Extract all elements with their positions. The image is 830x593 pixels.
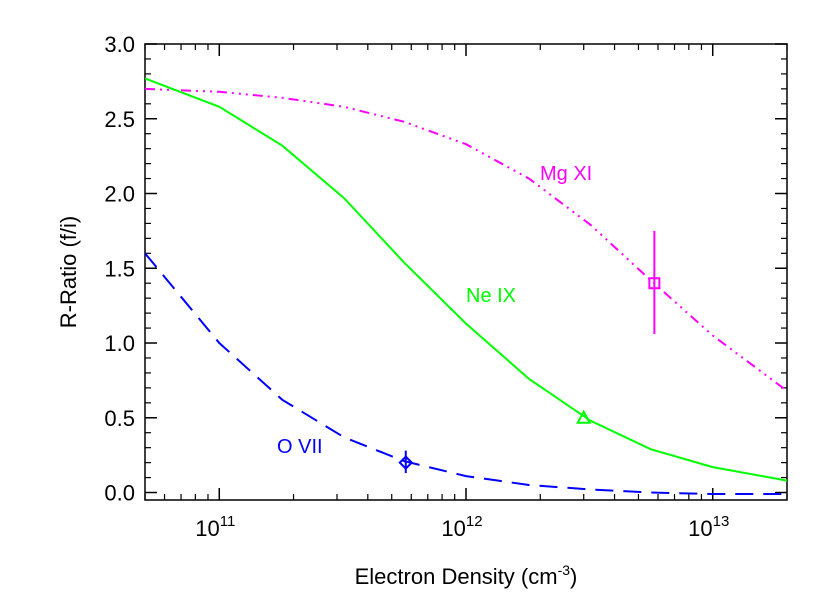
y-tick-label: 0.5 <box>104 406 135 431</box>
series-line-o-vii <box>145 252 787 495</box>
y-tick-label: 2.5 <box>104 107 135 132</box>
series-line-ne-ix <box>145 77 787 482</box>
data-point-diamond <box>398 455 414 471</box>
x-tick-label: 1011 <box>195 513 235 541</box>
x-tick-label: 1013 <box>688 513 729 541</box>
y-tick-label: 2.0 <box>104 182 135 207</box>
series-labels: Mg XI Ne IX O VII <box>277 163 592 458</box>
y-tick-label: 1.5 <box>104 256 135 281</box>
y-tick-label: 3.0 <box>104 32 135 57</box>
axis-ticks: 0.0 0.5 1.0 1.5 2.0 2.5 3.0 1011 1012 1013 <box>104 32 788 541</box>
series-line-mg-xi <box>145 87 787 392</box>
y-tick-label: 1.0 <box>104 331 135 356</box>
series-label-o-vii: O VII <box>277 436 323 458</box>
series-lines <box>145 77 787 495</box>
series-clip <box>145 77 787 495</box>
y-axis-title: R-Ratio (f/i) <box>56 216 81 328</box>
series-label-ne-ix: Ne IX <box>466 285 516 307</box>
x-tick-label: 1012 <box>441 513 482 541</box>
data-point-triangle <box>576 409 592 424</box>
series-label-mg-xi: Mg XI <box>540 163 592 185</box>
plot-frame <box>144 43 788 501</box>
data-point-square <box>648 277 661 290</box>
x-axis-title: Electron Density (cm-3) <box>355 562 578 589</box>
y-tick-label: 0.0 <box>104 481 135 506</box>
